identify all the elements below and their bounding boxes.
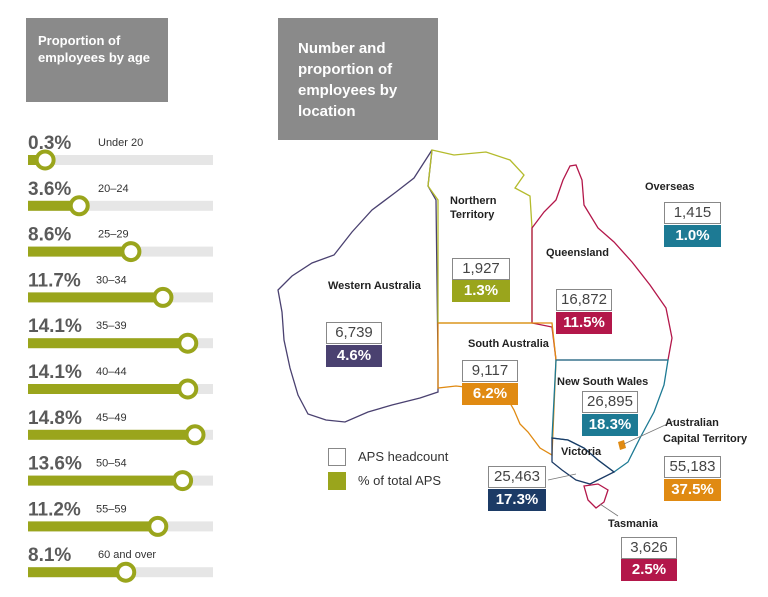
percent-new-south-wales: 18.3% bbox=[582, 414, 638, 436]
headcount-south-australia: 9,117 bbox=[462, 360, 518, 382]
age-group-label-7: 50–54 bbox=[96, 458, 127, 470]
age-group-label-4: 35–39 bbox=[96, 320, 127, 332]
label-australian: Australian bbox=[665, 417, 719, 429]
age-percent-label-7: 13.6% bbox=[28, 454, 82, 475]
age-bar-8 bbox=[28, 521, 158, 532]
label-territory: Territory bbox=[450, 209, 495, 221]
age-group-label-9: 60 and over bbox=[98, 549, 156, 561]
location-panel-title: Number and proportion of employees by lo… bbox=[278, 18, 438, 140]
act-leader-line bbox=[623, 419, 677, 445]
age-percent-label-9: 8.1% bbox=[28, 545, 71, 566]
age-bar-end-marker-6 bbox=[184, 424, 206, 446]
age-percent-label-1: 3.6% bbox=[28, 179, 71, 200]
age-bar-end-marker-9 bbox=[115, 561, 137, 583]
age-group-label-3: 30–34 bbox=[96, 274, 127, 286]
percent-western-australia: 4.6% bbox=[326, 345, 382, 367]
age-bar-end-marker-8 bbox=[147, 515, 169, 537]
age-bar-3 bbox=[28, 292, 163, 303]
age-bar-end-marker-1 bbox=[68, 195, 90, 217]
percent-queensland: 11.5% bbox=[556, 312, 612, 334]
label-victoria: Victoria bbox=[561, 446, 602, 458]
label-tasmania: Tasmania bbox=[608, 518, 659, 530]
age-track-0 bbox=[28, 155, 213, 165]
age-group-label-1: 20–24 bbox=[98, 183, 129, 195]
age-bar-end-marker-4 bbox=[177, 332, 199, 354]
map-region-northern-territory bbox=[427, 149, 533, 324]
headcount-tasmania: 3,626 bbox=[621, 537, 677, 559]
headcount-new-south-wales: 26,895 bbox=[582, 391, 638, 413]
headcount-victoria: 25,463 bbox=[488, 466, 546, 488]
age-percent-label-0: 0.3% bbox=[28, 133, 71, 154]
label-new-south-wales: New South Wales bbox=[557, 376, 648, 388]
headcount-northern-territory: 1,927 bbox=[452, 258, 510, 280]
label-overseas: Overseas bbox=[645, 181, 695, 193]
label-northern: Northern bbox=[450, 195, 497, 207]
age-bar-end-marker-0 bbox=[34, 149, 56, 171]
vic-leader-line bbox=[547, 473, 577, 481]
legend-percent-label: % of total APS bbox=[358, 473, 442, 488]
headcount-overseas: 1,415 bbox=[664, 202, 721, 224]
age-bar-6 bbox=[28, 429, 195, 440]
age-percent-label-4: 14.1% bbox=[28, 316, 82, 337]
age-group-label-8: 55–59 bbox=[96, 503, 127, 515]
headcount-western-australia: 6,739 bbox=[326, 322, 382, 344]
age-percent-label-6: 14.8% bbox=[28, 408, 82, 429]
percent-tasmania: 2.5% bbox=[621, 559, 677, 581]
age-bar-1 bbox=[28, 200, 80, 211]
legend-headcount-swatch bbox=[328, 448, 346, 466]
age-bar-7 bbox=[28, 475, 183, 486]
age-percent-label-3: 11.7% bbox=[28, 270, 81, 291]
label-capital-territory: Capital Territory bbox=[663, 433, 748, 445]
legend-headcount-label: APS headcount bbox=[358, 449, 449, 464]
age-bar-end-marker-7 bbox=[172, 470, 194, 492]
age-group-label-5: 40–44 bbox=[96, 366, 127, 378]
age-percent-label-8: 11.2% bbox=[28, 499, 81, 520]
age-group-label-0: Under 20 bbox=[98, 137, 143, 149]
label-western-australia: Western Australia bbox=[328, 280, 422, 292]
age-group-label-2: 25–29 bbox=[98, 229, 129, 241]
age-bar-2 bbox=[28, 246, 131, 257]
label-south-australia: South Australia bbox=[468, 338, 550, 350]
percent-northern-territory: 1.3% bbox=[452, 280, 510, 302]
age-bar-chart: 0.3% Under 20 3.6% 20–24 8.6% 25–29 11.7% 30–34… bbox=[28, 133, 213, 583]
age-percent-label-5: 14.1% bbox=[28, 362, 82, 383]
map-region-act bbox=[618, 440, 626, 450]
age-bar-5 bbox=[28, 384, 188, 394]
percent-act: 37.5% bbox=[664, 479, 721, 501]
percent-south-australia: 6.2% bbox=[462, 383, 518, 405]
age-track-1 bbox=[28, 200, 213, 211]
tas-leader-line bbox=[599, 503, 619, 517]
legend-percent-swatch bbox=[328, 472, 346, 490]
age-bar-9 bbox=[28, 567, 126, 578]
age-percent-label-2: 8.6% bbox=[28, 225, 71, 246]
age-bar-4 bbox=[28, 338, 188, 349]
age-panel-title: Proportion of employees by age bbox=[26, 18, 168, 102]
percent-overseas: 1.0% bbox=[664, 225, 721, 247]
label-queensland: Queensland bbox=[546, 247, 609, 259]
age-bar-end-marker-5 bbox=[177, 378, 199, 400]
percent-victoria: 17.3% bbox=[488, 489, 546, 511]
age-bar-end-marker-2 bbox=[120, 241, 142, 263]
age-group-label-6: 45–49 bbox=[96, 412, 127, 424]
headcount-queensland: 16,872 bbox=[556, 289, 612, 311]
age-bar-end-marker-3 bbox=[152, 286, 174, 308]
map-region-tasmania bbox=[583, 483, 609, 509]
map-region-victoria bbox=[551, 437, 616, 485]
headcount-act: 55,183 bbox=[664, 456, 721, 478]
